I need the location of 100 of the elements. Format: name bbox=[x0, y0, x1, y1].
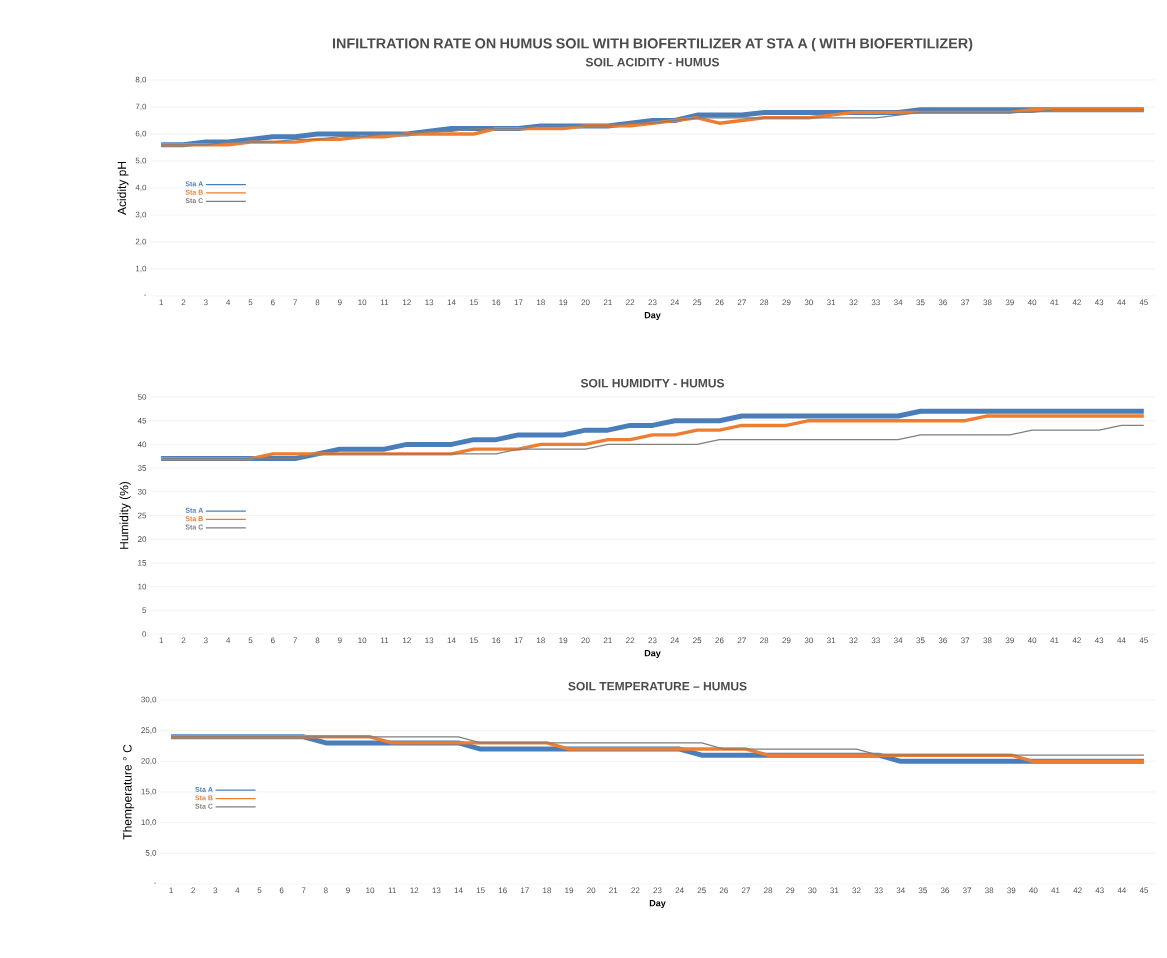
x-tick-label: 7 bbox=[293, 637, 297, 644]
x-axis-title: Day bbox=[644, 650, 661, 659]
x-tick-label: 45 bbox=[1139, 299, 1148, 306]
x-tick-label: 45 bbox=[1139, 887, 1149, 894]
x-tick-label: 17 bbox=[514, 637, 523, 644]
x-tick-label: 3 bbox=[213, 887, 218, 894]
x-tick-label: 34 bbox=[894, 299, 903, 306]
x-tick-label: 36 bbox=[940, 887, 950, 894]
y-tick-label: 35 bbox=[137, 465, 147, 471]
x-tick-label: 40 bbox=[1029, 887, 1038, 894]
x-tick-label: 18 bbox=[536, 299, 545, 306]
y-tick-label: - bbox=[144, 294, 147, 296]
x-tick-label: 23 bbox=[648, 299, 657, 306]
x-tick-label: 12 bbox=[403, 299, 411, 306]
y-tick-label: 25,0 bbox=[141, 727, 157, 734]
chart-title: SOIL HUMIDITY - HUMUS bbox=[580, 378, 725, 388]
x-tick-label: 45 bbox=[1139, 637, 1148, 644]
x-tick-label: 21 bbox=[603, 299, 612, 306]
chart-title: INFILTRATION RATE ON HUMUS SOIL WITH BIOFERTILIZER AT STA A ( WITH BIOFERTILIZER) bbox=[332, 37, 973, 52]
x-tick-label: 27 bbox=[737, 299, 746, 306]
x-tick-label: 15 bbox=[476, 887, 485, 894]
x-tick-label: 38 bbox=[983, 299, 992, 306]
x-tick-label: 28 bbox=[760, 299, 769, 306]
x-tick-label: 14 bbox=[454, 887, 463, 894]
x-tick-label: 13 bbox=[425, 637, 434, 644]
x-tick-label: 6 bbox=[279, 887, 284, 894]
y-tick-label: 45 bbox=[137, 417, 147, 424]
y-tick-label: 30 bbox=[137, 488, 147, 495]
x-tick-label: 32 bbox=[852, 887, 861, 894]
x-tick-label: 38 bbox=[985, 887, 994, 894]
x-tick-label: 5 bbox=[248, 299, 253, 306]
x-tick-label: 32 bbox=[849, 299, 858, 306]
x-tick-label: 35 bbox=[918, 887, 927, 894]
x-tick-label: 11 bbox=[380, 299, 389, 306]
x-tick-label: 8 bbox=[315, 637, 320, 644]
x-tick-label: 24 bbox=[670, 637, 680, 644]
x-tick-label: 14 bbox=[447, 637, 456, 644]
y-tick-label: 4,0 bbox=[135, 184, 147, 192]
y-tick-label: 8,0 bbox=[135, 76, 147, 84]
x-tick-label: 7 bbox=[293, 299, 297, 306]
x-tick-label: 13 bbox=[432, 887, 441, 894]
x-tick-label: 10 bbox=[366, 887, 375, 894]
y-tick-label: - bbox=[154, 882, 157, 884]
x-tick-label: 41 bbox=[1051, 887, 1060, 894]
x-tick-label: 14 bbox=[447, 299, 456, 306]
x-tick-label: 16 bbox=[492, 299, 501, 306]
y-axis-title: Acidity pH bbox=[117, 161, 129, 215]
x-tick-label: 1 bbox=[159, 299, 164, 306]
chart-subtitle: SOIL ACIDITY - HUMUS bbox=[585, 57, 720, 67]
x-tick-label: 27 bbox=[741, 887, 750, 894]
x-tick-label: 26 bbox=[715, 299, 724, 306]
x-tick-label: 40 bbox=[1027, 299, 1037, 306]
x-tick-label: 24 bbox=[670, 299, 680, 306]
x-tick-label: 33 bbox=[871, 299, 880, 306]
x-tick-label: 26 bbox=[715, 637, 724, 644]
x-tick-label: 37 bbox=[961, 299, 970, 306]
x-tick-label: 31 bbox=[827, 299, 836, 306]
x-tick-label: 19 bbox=[559, 299, 568, 306]
x-tick-label: 36 bbox=[938, 637, 947, 644]
x-tick-label: 23 bbox=[653, 887, 662, 894]
x-tick-label: 4 bbox=[226, 637, 231, 644]
x-tick-label: 37 bbox=[961, 637, 970, 644]
x-tick-label: 31 bbox=[830, 887, 839, 894]
x-tick-label: 41 bbox=[1050, 637, 1059, 644]
x-tick-label: 28 bbox=[760, 637, 769, 644]
y-tick-label: 30,0 bbox=[141, 696, 157, 704]
x-tick-label: 21 bbox=[603, 637, 612, 644]
x-tick-label: 6 bbox=[271, 299, 275, 306]
x-tick-label: 11 bbox=[380, 637, 389, 644]
y-tick-label: 20,0 bbox=[141, 758, 157, 765]
x-tick-label: 37 bbox=[962, 887, 972, 894]
x-tick-label: 34 bbox=[896, 887, 905, 894]
x-tick-label: 30 bbox=[804, 637, 813, 644]
x-tick-label: 38 bbox=[983, 637, 992, 644]
x-tick-label: 25 bbox=[697, 887, 706, 894]
x-tick-label: 43 bbox=[1095, 887, 1104, 894]
x-tick-label: 5 bbox=[257, 887, 262, 894]
x-tick-label: 15 bbox=[470, 299, 478, 306]
x-tick-label: 8 bbox=[315, 299, 320, 306]
x-tick-label: 11 bbox=[388, 887, 396, 894]
x-tick-label: 42 bbox=[1072, 299, 1081, 306]
y-tick-label: 20 bbox=[137, 536, 147, 543]
x-tick-label: 21 bbox=[609, 887, 618, 894]
x-tick-label: 6 bbox=[271, 637, 275, 644]
x-tick-label: 15 bbox=[470, 637, 478, 644]
y-tick-label: 40 bbox=[137, 441, 147, 448]
y-tick-label: 7,0 bbox=[135, 103, 147, 111]
x-tick-label: 7 bbox=[301, 887, 306, 894]
x-tick-label: 30 bbox=[804, 299, 813, 306]
y-tick-label: 0 bbox=[142, 631, 147, 637]
x-tick-label: 4 bbox=[235, 887, 240, 894]
x-tick-label: 9 bbox=[337, 637, 342, 644]
x-tick-label: 9 bbox=[346, 887, 350, 894]
x-axis-title: Day bbox=[644, 312, 661, 321]
y-tick-label: 5 bbox=[142, 607, 147, 614]
x-tick-label: 42 bbox=[1073, 887, 1082, 894]
x-tick-label: 35 bbox=[916, 637, 925, 644]
x-tick-label: 8 bbox=[323, 887, 328, 894]
x-tick-label: 25 bbox=[693, 299, 702, 306]
x-tick-label: 22 bbox=[626, 637, 635, 644]
